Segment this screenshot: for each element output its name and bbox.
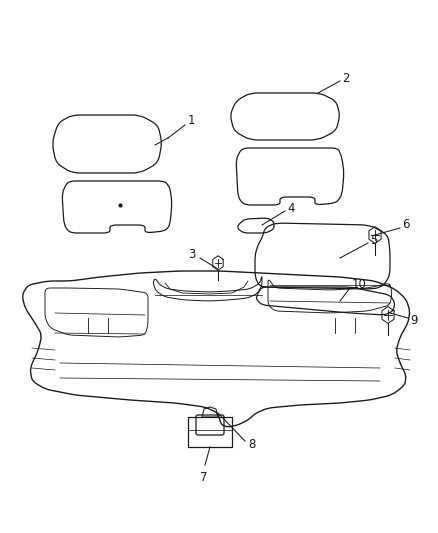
Text: 6: 6: [402, 219, 410, 231]
Text: 10: 10: [352, 279, 367, 292]
Text: 5: 5: [370, 235, 378, 247]
Text: 9: 9: [410, 313, 417, 327]
Text: 2: 2: [342, 71, 350, 85]
Text: 3: 3: [189, 248, 196, 262]
Text: 7: 7: [200, 471, 208, 484]
Text: 4: 4: [287, 201, 294, 214]
Text: 1: 1: [188, 115, 195, 127]
Text: 8: 8: [248, 438, 255, 450]
